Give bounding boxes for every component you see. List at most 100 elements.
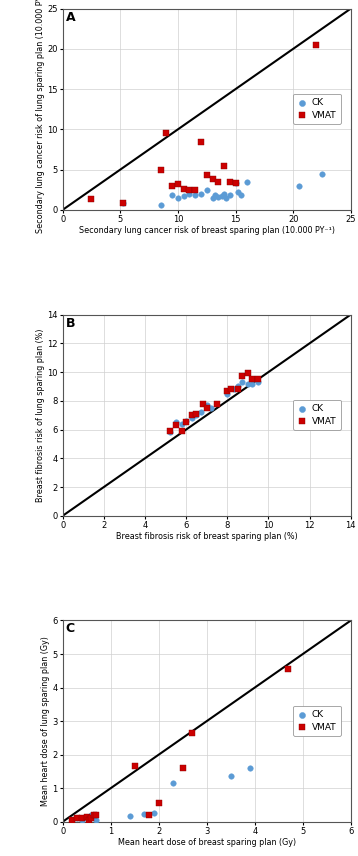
VMAT xyxy=(235,383,241,396)
CK xyxy=(120,197,125,211)
VMAT xyxy=(175,177,181,191)
VMAT xyxy=(286,663,291,676)
CK xyxy=(208,401,214,415)
CK xyxy=(175,191,181,205)
VMAT xyxy=(189,726,195,740)
CK xyxy=(227,188,233,202)
Legend: CK, VMAT: CK, VMAT xyxy=(293,400,340,431)
CK xyxy=(183,414,189,428)
CK xyxy=(93,813,99,827)
CK xyxy=(212,188,218,202)
CK xyxy=(244,175,250,189)
CK xyxy=(141,807,147,821)
CK xyxy=(221,187,227,200)
VMAT xyxy=(69,813,75,827)
VMAT xyxy=(120,197,125,211)
VMAT xyxy=(204,401,209,415)
Text: C: C xyxy=(66,622,75,635)
VMAT xyxy=(216,175,221,188)
CK xyxy=(319,168,325,181)
VMAT xyxy=(173,419,179,432)
VMAT xyxy=(313,38,319,51)
CK xyxy=(255,375,261,389)
CK xyxy=(219,189,224,203)
CK xyxy=(238,187,244,201)
Y-axis label: Mean heart dose of lung sparing plan (Gy): Mean heart dose of lung sparing plan (Gy… xyxy=(41,636,50,806)
VMAT xyxy=(132,759,137,773)
VMAT xyxy=(89,192,95,205)
VMAT xyxy=(189,408,195,422)
VMAT xyxy=(249,372,255,386)
CK xyxy=(158,199,164,212)
CK xyxy=(91,810,97,823)
CK xyxy=(198,406,203,419)
VMAT xyxy=(86,813,92,827)
CK xyxy=(173,415,179,429)
Legend: CK, VMAT: CK, VMAT xyxy=(293,93,340,124)
Legend: CK, VMAT: CK, VMAT xyxy=(293,705,340,736)
VMAT xyxy=(187,183,192,197)
CK xyxy=(187,187,192,200)
CK xyxy=(192,188,198,202)
CK xyxy=(189,411,195,425)
CK xyxy=(204,398,209,412)
CK xyxy=(204,183,210,197)
CK xyxy=(224,387,230,401)
VMAT xyxy=(167,424,173,437)
VMAT xyxy=(255,372,261,386)
CK xyxy=(167,425,173,439)
VMAT xyxy=(210,172,216,186)
CK xyxy=(179,417,185,431)
Text: A: A xyxy=(66,10,75,24)
CK xyxy=(198,187,204,200)
VMAT xyxy=(84,810,90,823)
CK xyxy=(170,776,176,790)
CK xyxy=(89,808,95,822)
X-axis label: Mean heart dose of breast sparing plan (Gy): Mean heart dose of breast sparing plan (… xyxy=(118,838,296,847)
CK xyxy=(235,185,241,199)
CK xyxy=(74,811,80,825)
VMAT xyxy=(233,176,238,190)
CK xyxy=(216,190,221,204)
VMAT xyxy=(200,397,205,411)
CK xyxy=(235,379,241,393)
X-axis label: Breast fibrosis risk of breast sparing plan (%): Breast fibrosis risk of breast sparing p… xyxy=(116,532,297,542)
VMAT xyxy=(224,383,230,397)
VMAT xyxy=(79,811,85,825)
VMAT xyxy=(164,127,169,140)
CK xyxy=(239,375,245,389)
CK xyxy=(210,191,216,205)
CK xyxy=(127,809,133,823)
Text: B: B xyxy=(66,317,75,330)
VMAT xyxy=(183,415,189,429)
CK xyxy=(194,408,199,422)
CK xyxy=(79,813,85,827)
CK xyxy=(228,770,234,783)
VMAT xyxy=(181,182,187,196)
CK xyxy=(249,377,255,390)
VMAT xyxy=(198,135,204,149)
CK xyxy=(84,811,90,825)
CK xyxy=(223,191,229,205)
CK xyxy=(169,188,175,202)
VMAT xyxy=(93,808,99,822)
VMAT xyxy=(214,397,220,411)
VMAT xyxy=(74,811,80,825)
Y-axis label: Breast fibrosis risk of lung sparing plan (%): Breast fibrosis risk of lung sparing pla… xyxy=(35,329,44,502)
VMAT xyxy=(156,796,161,810)
Y-axis label: Secondary lung cancer risk of lung sparing plan (10.000 PY⁻¹): Secondary lung cancer risk of lung spari… xyxy=(35,0,44,233)
VMAT xyxy=(221,158,227,172)
CK xyxy=(151,806,157,820)
VMAT xyxy=(91,808,97,822)
VMAT xyxy=(239,370,245,383)
VMAT xyxy=(245,366,251,380)
CK xyxy=(247,761,253,775)
VMAT xyxy=(180,761,185,775)
VMAT xyxy=(179,424,185,437)
VMAT xyxy=(204,169,210,182)
VMAT xyxy=(89,811,95,825)
CK xyxy=(245,377,251,390)
VMAT xyxy=(169,179,175,193)
CK xyxy=(231,383,236,396)
CK xyxy=(181,189,187,203)
